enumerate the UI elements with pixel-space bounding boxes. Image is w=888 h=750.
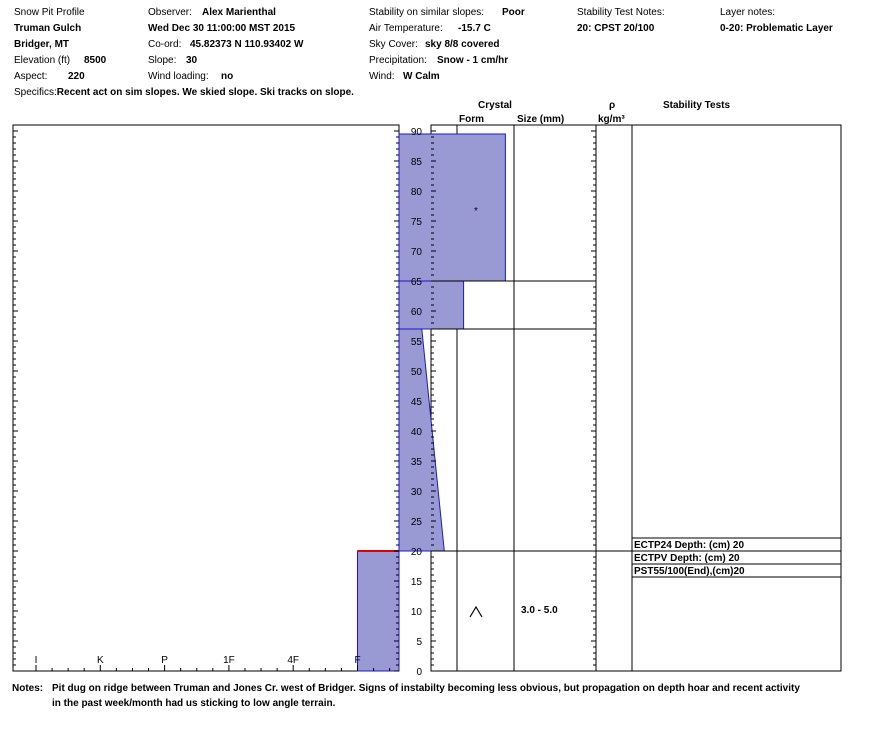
coord-label: Co-ord: bbox=[148, 39, 182, 50]
depth-tick-label: 55 bbox=[411, 337, 423, 348]
crystal-size-label: 3.0 - 5.0 bbox=[521, 605, 558, 616]
stability-test-label: PST55/100(End),(cm)20 bbox=[634, 566, 745, 577]
observation-date: Wed Dec 30 11:00:00 MST 2015 bbox=[148, 23, 296, 34]
hardness-tick-label: 1F bbox=[223, 655, 235, 666]
depth-tick-label: 35 bbox=[411, 457, 423, 468]
depth-tick-label: 10 bbox=[411, 607, 423, 618]
wind-loading-value: no bbox=[221, 71, 234, 82]
hardness-plot-frame bbox=[12, 124, 400, 672]
wind-label: Wind: bbox=[369, 71, 395, 82]
notes-label: Notes: bbox=[12, 683, 44, 694]
observer-value: Alex Marienthal bbox=[202, 7, 276, 18]
stability-label: Stability on similar slopes: bbox=[369, 7, 485, 18]
observer-label: Observer: bbox=[148, 7, 192, 18]
specifics-value: Recent act on sim slopes. We skied slope… bbox=[56, 87, 354, 98]
stability-notes-label: Stability Test Notes: bbox=[577, 7, 665, 18]
depth-tick-label: 25 bbox=[411, 517, 423, 528]
specifics-label: Specifics: bbox=[14, 87, 57, 98]
hardness-tick-label: P bbox=[161, 655, 168, 666]
wind-loading-label: Wind loading: bbox=[148, 71, 209, 82]
depth-tick-label: 60 bbox=[411, 307, 423, 318]
page-title: Snow Pit Profile bbox=[14, 7, 85, 18]
precip-value: Snow - 1 cm/hr bbox=[437, 55, 509, 66]
sky-value: sky 8/8 covered bbox=[425, 39, 500, 50]
depth-tick-label: 70 bbox=[411, 247, 423, 258]
depth-tick-label: 80 bbox=[411, 187, 423, 198]
precip-label: Precipitation: bbox=[369, 55, 427, 66]
form-header: Form bbox=[459, 114, 484, 125]
coord-value: 45.82373 N 110.93402 W bbox=[190, 39, 304, 50]
sky-label: Sky Cover: bbox=[369, 39, 418, 50]
depth-tick-label: 50 bbox=[411, 367, 423, 378]
hardness-tick-label: F bbox=[354, 655, 360, 666]
depth-tick-label: 75 bbox=[411, 217, 423, 228]
crystal-header: Crystal bbox=[478, 100, 512, 111]
stability-value: Poor bbox=[502, 7, 525, 18]
density-header: ρ bbox=[609, 100, 616, 111]
elevation-label: Elevation (ft) bbox=[14, 55, 71, 66]
depth-tick-label: 5 bbox=[416, 637, 422, 648]
location-name: Truman Gulch bbox=[14, 23, 82, 34]
layer-notes-value: 0-20: Problematic Layer bbox=[720, 23, 833, 34]
crystal-form-symbol bbox=[469, 605, 483, 618]
air-temp-value: -15.7 C bbox=[458, 23, 491, 34]
size-header: Size (mm) bbox=[517, 114, 565, 125]
depth-tick-label: 90 bbox=[411, 127, 423, 138]
hardness-tick-label: I bbox=[35, 655, 38, 666]
layer-table-frame bbox=[430, 124, 842, 672]
depth-tick-label: 20 bbox=[411, 547, 423, 558]
hardness-layer-0 bbox=[357, 550, 400, 672]
notes-line-2: in the past week/month had us sticking t… bbox=[52, 698, 336, 709]
aspect-value: 220 bbox=[68, 71, 85, 82]
hardness-tick-label: K bbox=[97, 655, 104, 666]
air-temp-label: Air Temperature: bbox=[369, 23, 443, 34]
elevation-value: 8500 bbox=[84, 55, 107, 66]
crystal-form-symbol: * bbox=[474, 206, 478, 217]
wind-value: W Calm bbox=[403, 71, 440, 82]
stability-test-label: ECTP24 Depth: (cm) 20 bbox=[634, 540, 744, 551]
stability-test-label: ECTPV Depth: (cm) 20 bbox=[634, 553, 740, 564]
depth-tick-label: 85 bbox=[411, 157, 423, 168]
notes-line-1: Pit dug on ridge between Truman and Jone… bbox=[52, 683, 800, 694]
slope-value: 30 bbox=[186, 55, 198, 66]
depth-tick-label: 0 bbox=[416, 667, 422, 678]
depth-tick-label: 65 bbox=[411, 277, 423, 288]
depth-tick-label: 15 bbox=[411, 577, 423, 588]
stability-tests-header: Stability Tests bbox=[663, 100, 731, 111]
slope-label: Slope: bbox=[148, 55, 177, 66]
depth-tick-label: 45 bbox=[411, 397, 423, 408]
stability-notes-value: 20: CPST 20/100 bbox=[577, 23, 655, 34]
depth-tick-label: 40 bbox=[411, 427, 423, 438]
specifics-row: Specifics:Recent act on sim slopes. We s… bbox=[14, 87, 354, 99]
depth-tick-label: 30 bbox=[411, 487, 423, 498]
region-name: Bridger, MT bbox=[14, 39, 70, 50]
density-unit: kg/m³ bbox=[598, 114, 625, 125]
aspect-label: Aspect: bbox=[14, 71, 48, 82]
hardness-tick-label: 4F bbox=[287, 655, 299, 666]
layer-notes-label: Layer notes: bbox=[720, 7, 776, 18]
